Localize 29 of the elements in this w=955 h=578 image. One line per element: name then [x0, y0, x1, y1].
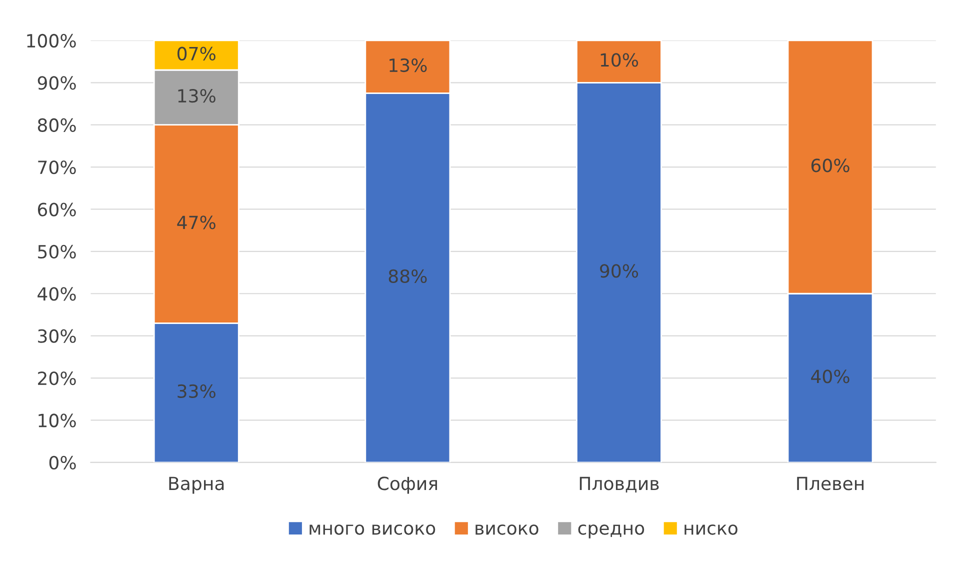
x-tick-label: Плевен	[797, 476, 864, 490]
data-label: 40%	[811, 370, 850, 384]
data-label: 90%	[600, 264, 638, 278]
legend-label: ниско	[684, 524, 738, 535]
y-tick-label: 0%	[49, 456, 76, 470]
y-tick-label: 40%	[38, 287, 76, 301]
data-label: 10%	[600, 53, 638, 67]
y-tick-label: 70%	[38, 160, 76, 174]
legend-label: средно	[578, 524, 644, 538]
y-tick-label: 10%	[38, 414, 76, 428]
data-label: 33%	[178, 384, 216, 398]
y-tick-label: 50%	[38, 244, 76, 259]
data-label: 47%	[177, 216, 216, 230]
y-tick-label: 60%	[38, 202, 76, 216]
legend-label: високо	[476, 524, 538, 535]
data-label: 13%	[178, 89, 216, 103]
x-tick-label: Пловдив	[580, 476, 659, 492]
legend-label: много високо	[310, 524, 436, 535]
y-tick-label: 90%	[38, 76, 76, 90]
y-tick-label: 100%	[27, 34, 76, 48]
x-tick-label: София	[378, 476, 437, 494]
y-tick-label: 20%	[38, 371, 76, 386]
data-label: 07%	[177, 46, 216, 60]
y-tick-label: 30%	[38, 329, 76, 343]
x-tick-label: Варна	[169, 476, 224, 494]
data-label: 88%	[388, 269, 427, 284]
y-tick-label: 80%	[38, 118, 76, 132]
data-label: 60%	[811, 158, 850, 172]
data-label: 13%	[390, 58, 427, 72]
